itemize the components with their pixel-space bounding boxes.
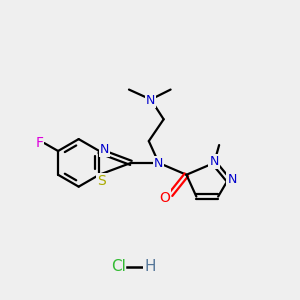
Text: F: F (35, 136, 43, 150)
Text: S: S (97, 174, 106, 188)
Text: N: N (154, 158, 164, 170)
Text: N: N (146, 94, 155, 107)
Text: O: O (159, 190, 170, 205)
Text: N: N (209, 155, 219, 168)
Text: N: N (100, 142, 109, 155)
Text: H: H (144, 260, 156, 274)
Text: Cl: Cl (111, 260, 126, 274)
Text: N: N (227, 173, 237, 186)
